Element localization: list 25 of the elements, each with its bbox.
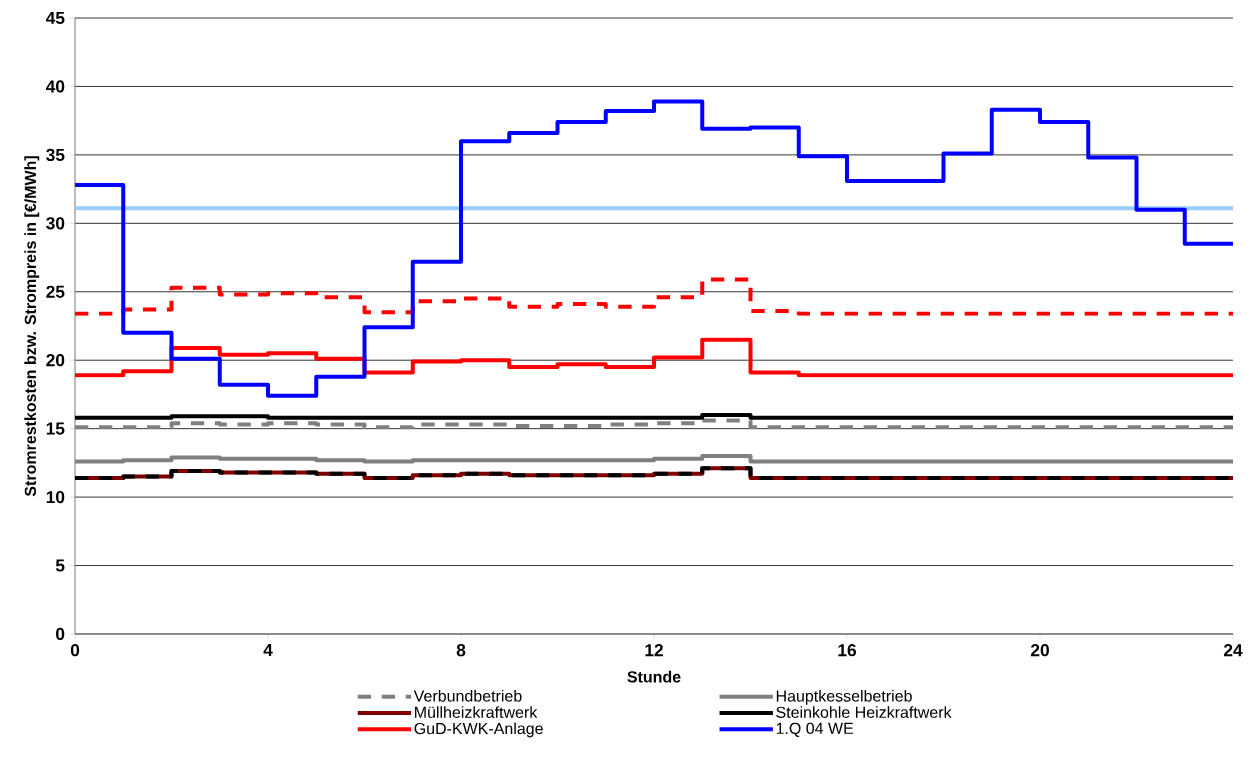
x-tick-label: 20: [1030, 644, 1049, 657]
y-axis-title: Stromrestkosten bzw. Strompreis in [€/MWh]: [24, 156, 40, 497]
x-axis-title: Stunde: [627, 670, 681, 683]
legend-label: Müllheizkraftwerk: [415, 706, 538, 718]
x-tick-label: 12: [645, 644, 663, 657]
y-tick-label: 30: [46, 217, 65, 230]
y-tick-label: 35: [46, 148, 65, 162]
y-tick-label: 25: [46, 285, 65, 298]
legend-label: Steinkohle Heizkraftwerk: [776, 706, 952, 718]
y-tick-label: 10: [46, 490, 65, 504]
y-tick-label: 40: [45, 80, 65, 93]
x-tick-label: 16: [838, 644, 857, 657]
legend-label: Hauptkesselbetrieb: [776, 689, 912, 705]
x-tick-label: 8: [456, 644, 466, 657]
y-tick-label: 15: [46, 422, 65, 435]
y-tick-label: 5: [55, 559, 65, 572]
y-tick-label: 0: [56, 627, 65, 641]
y-tick-label: 45: [45, 11, 65, 25]
y-tick-label: 20: [46, 354, 65, 367]
x-tick-label: 4: [263, 644, 273, 656]
legend-label: 1.Q 04 WE: [776, 722, 854, 737]
x-tick-label: 0: [70, 644, 80, 657]
legend-label: GuD-KWK-Anlage: [414, 722, 543, 738]
legend-label: Verbundbetrieb: [413, 689, 522, 702]
x-tick-label: 24: [1223, 644, 1243, 657]
